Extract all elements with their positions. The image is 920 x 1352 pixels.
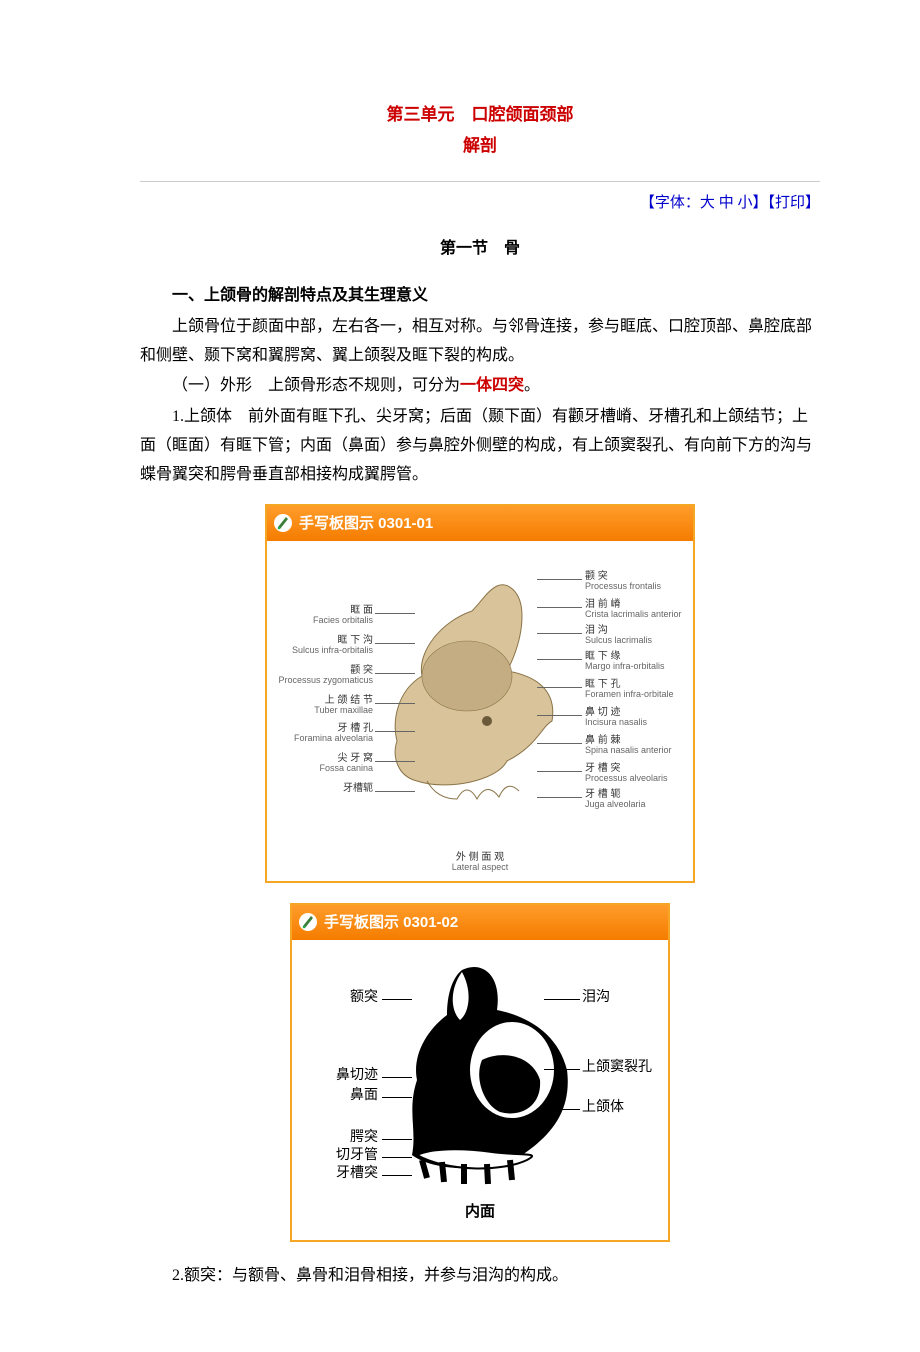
figure-header: 手写板图示 0301-01 — [267, 506, 693, 541]
anatomy-label: 牙槽突 — [336, 1166, 378, 1181]
anatomy-label: 眶 下 孔Foramen infra-orbitale — [585, 679, 674, 700]
font-small-link[interactable]: 小 — [737, 195, 752, 211]
maxilla-medial-svg — [392, 960, 592, 1200]
anatomy-label: 泪 前 嵴Crista lacrimalis anterior — [585, 599, 682, 620]
print-link[interactable]: 【打印】 — [767, 195, 820, 211]
paragraph-1: 上颌骨位于颜面中部，左右各一，相互对称。与邻骨连接，参与眶底、口腔顶部、鼻腔底部… — [140, 313, 820, 371]
pen-icon — [273, 513, 293, 533]
anatomy-label: 颧 突Processus zygomaticus — [278, 665, 373, 686]
p2-c: 。 — [524, 377, 540, 394]
anatomy-label: 鼻 切 迹Incisura nasalis — [585, 707, 647, 728]
figure-header: 手写板图示 0301-02 — [292, 905, 668, 940]
toolbar: 【字体：大 中 小】【打印】 — [140, 190, 820, 217]
p2-a: （一）外形 上颌骨形态不规则，可分为 — [172, 377, 460, 394]
figure-0301-01: 手写板图示 0301-01 外 侧 面 观 Lateral aspect 眶 面… — [265, 504, 695, 883]
font-label: 【字体： — [640, 195, 700, 211]
anatomy-label: 上颌窦裂孔 — [582, 1060, 652, 1075]
anatomy-label: 泪 沟Sulcus lacrimalis — [585, 625, 652, 646]
anatomy-label: 鼻切迹 — [336, 1068, 378, 1083]
unit-title: 第三单元 口腔颌面颈部 — [140, 100, 820, 131]
figure-caption: 外 侧 面 观 Lateral aspect — [267, 852, 693, 873]
figure-header-text: 手写板图示 0301-01 — [299, 510, 433, 537]
anatomy-label: 上颌体 — [582, 1100, 624, 1115]
section-title: 第一节 骨 — [140, 235, 820, 264]
anatomy-label: 眶 下 缘Margo infra-orbitalis — [585, 651, 665, 672]
maxilla-lateral-svg — [387, 581, 587, 811]
anatomy-label: 尖 牙 窝Fossa canina — [319, 753, 373, 774]
divider — [140, 181, 820, 182]
figure-body: 外 侧 面 观 Lateral aspect 眶 面Facies orbital… — [267, 541, 693, 881]
anatomy-label: 鼻 前 棘Spina nasalis anterior — [585, 735, 672, 756]
unit-subtitle: 解剖 — [140, 131, 820, 162]
figure-header-text: 手写板图示 0301-02 — [324, 909, 458, 936]
anatomy-label: 额突 — [350, 990, 378, 1005]
font-medium-link[interactable]: 中 — [719, 195, 734, 211]
figure-caption: 内面 — [292, 1199, 668, 1226]
anatomy-label: 颧 突Processus frontalis — [585, 571, 661, 592]
font-large-link[interactable]: 大 — [700, 195, 715, 211]
figure-body: 内面 额突鼻切迹鼻面腭突切牙管牙槽突 泪沟上颌窦裂孔上颌体 — [292, 940, 668, 1240]
paragraph-3: 1.上颌体 前外面有眶下孔、尖牙窝；后面（颞下面）有颧牙槽嵴、牙槽孔和上颌结节；… — [140, 403, 820, 489]
paragraph-4: 2.额突：与额骨、鼻骨和泪骨相接，并参与泪沟的构成。 — [140, 1262, 820, 1291]
p2-highlight: 一体四突 — [460, 377, 524, 394]
paragraph-2: （一）外形 上颌骨形态不规则，可分为一体四突。 — [140, 372, 820, 401]
figure-0301-02: 手写板图示 0301-02 内面 额突鼻切迹鼻面腭突切牙管牙槽突 泪沟上颌窦裂孔上… — [290, 903, 670, 1242]
anatomy-label: 眶 面Facies orbitalis — [313, 605, 373, 626]
anatomy-label: 上 颌 结 节Tuber maxillae — [314, 695, 373, 716]
anatomy-label: 牙 槽 孔Foramina alveolaria — [294, 723, 373, 744]
anatomy-label: 切牙管 — [336, 1148, 378, 1163]
anatomy-label: 眶 下 沟Sulcus infra-orbitalis — [292, 635, 373, 656]
anatomy-label: 腭突 — [350, 1130, 378, 1145]
anatomy-label: 牙 槽 突Processus alveolaris — [585, 763, 668, 784]
anatomy-label: 泪沟 — [582, 990, 610, 1005]
heading-1: 一、上颌骨的解剖特点及其生理意义 — [140, 282, 820, 311]
anatomy-label: 牙 槽 轭Juga alveolaria — [585, 789, 646, 810]
font-suffix: 】 — [752, 195, 767, 211]
anatomy-label: 鼻面 — [350, 1088, 378, 1103]
anatomy-label: 牙槽轭 — [343, 783, 373, 794]
pen-icon — [298, 912, 318, 932]
